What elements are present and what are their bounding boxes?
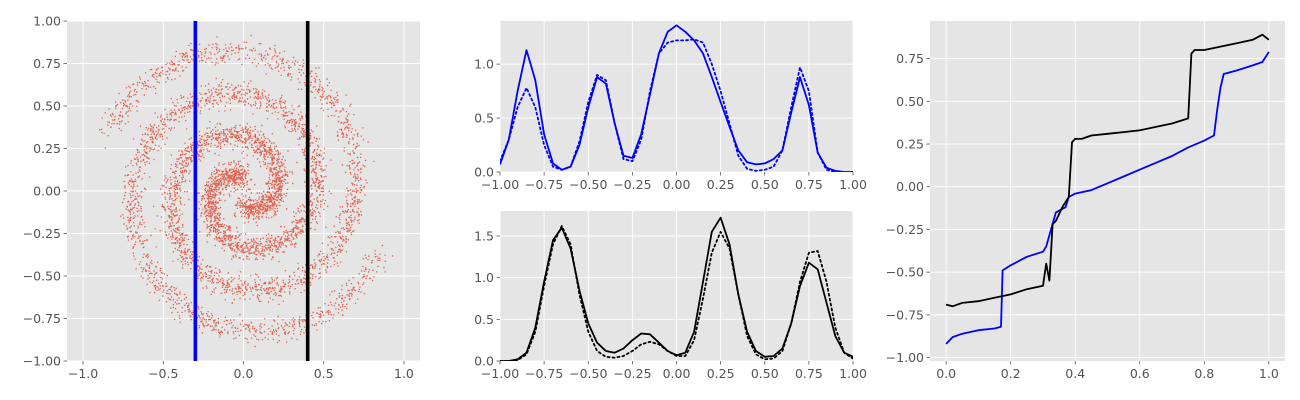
scatter-point-cloud	[99, 34, 394, 348]
y-tick-label: 0.25	[33, 141, 61, 156]
y-tick-label: 1.0	[474, 57, 494, 72]
panel-density-black: −1.00 −0.75 −0.50 −0.25 0.00 0.25 0.50 0.75 1.00…	[474, 211, 867, 381]
x-tick-label: 0.2	[1001, 366, 1021, 381]
x-tick-label: 0.00	[663, 366, 691, 381]
y-tick-label: 0.5	[474, 312, 494, 327]
x-tick-label: 1.00	[839, 177, 867, 192]
plot-area	[930, 21, 1285, 361]
y-tick-label: 1.00	[33, 14, 61, 29]
scatter-points	[99, 34, 394, 348]
series-line-solid-0	[945, 51, 1270, 345]
x-tick-label: 0.4	[1065, 366, 1085, 381]
x-tick-label: 1.0	[1259, 366, 1279, 381]
x-tick-label: 0.25	[707, 366, 735, 381]
x-tick-label: 0.75	[795, 366, 823, 381]
x-tick-label: 0.6	[1130, 366, 1150, 381]
series-line-dotted-1	[500, 38, 853, 172]
series-line-solid-1	[945, 33, 1270, 308]
y-tick-label: 0.5	[474, 111, 494, 126]
y-tick-label: 0.0	[474, 354, 494, 369]
x-tick-label: 0.5	[314, 366, 334, 381]
y-tick-label: 0.00	[33, 184, 61, 199]
x-tick-label: 0.8	[1194, 366, 1214, 381]
y-tick-label: 0.75	[896, 51, 924, 66]
series-line-solid-0	[500, 24, 853, 172]
x-tick-label: 0.25	[707, 177, 735, 192]
y-tick-label: −0.75	[886, 307, 924, 322]
x-tick-label: −0.50	[569, 366, 607, 381]
x-tick-label: −1.00	[481, 366, 519, 381]
y-tick-label: 0.25	[896, 137, 924, 152]
x-tick-label: 0.0	[234, 366, 254, 381]
x-tick-label: 0.0	[936, 366, 956, 381]
y-tick-label: 0.50	[33, 99, 61, 114]
x-tick-label: −0.25	[613, 177, 651, 192]
y-tick-label: 1.0	[474, 270, 494, 285]
x-tick-label: −1.00	[481, 177, 519, 192]
panel-spiral-scatter: −1.0 −0.5 0.0 0.5 1.0 −1.00 −0.75 −0.50 −0.25 0.0…	[23, 14, 420, 381]
gridlines	[930, 21, 1285, 361]
y-tick-label: 0.0	[474, 165, 494, 180]
y-tick-label: −0.50	[886, 265, 924, 280]
series-line-dotted-1	[500, 225, 853, 361]
y-tick-label: −0.75	[23, 311, 61, 326]
panel-cumulative: 0.0 0.2 0.4 0.6 0.8 1.0 −1.00 −0.75 −0.50 −0.25 0.…	[886, 21, 1285, 381]
y-tick-label: 1.5	[474, 229, 494, 244]
y-tick-label: −0.50	[23, 269, 61, 284]
y-tick-label: −1.00	[23, 354, 61, 369]
x-tick-label: −0.50	[569, 177, 607, 192]
x-tick-label: −0.75	[525, 177, 563, 192]
x-tick-label: 1.00	[839, 366, 867, 381]
x-tick-label: −0.5	[148, 366, 178, 381]
x-tick-label: −1.0	[68, 366, 98, 381]
y-tick-label: −0.25	[23, 226, 61, 241]
x-tick-label: 0.50	[751, 177, 779, 192]
x-tick-label: 1.0	[394, 366, 414, 381]
y-tick-label: 0.75	[33, 56, 61, 71]
x-tick-label: −0.25	[613, 366, 651, 381]
x-tick-label: 0.75	[795, 177, 823, 192]
x-tick-label: −0.75	[525, 366, 563, 381]
y-tick-label: 0.00	[896, 179, 924, 194]
x-tick-label: 0.50	[751, 366, 779, 381]
y-tick-label: 0.50	[896, 94, 924, 109]
y-tick-label: −0.25	[886, 222, 924, 237]
y-tick-label: −1.00	[886, 350, 924, 365]
panel-density-blue: −1.00 −0.75 −0.50 −0.25 0.00 0.25 0.50 0.75 1.00…	[474, 21, 867, 192]
x-tick-label: 0.00	[663, 177, 691, 192]
